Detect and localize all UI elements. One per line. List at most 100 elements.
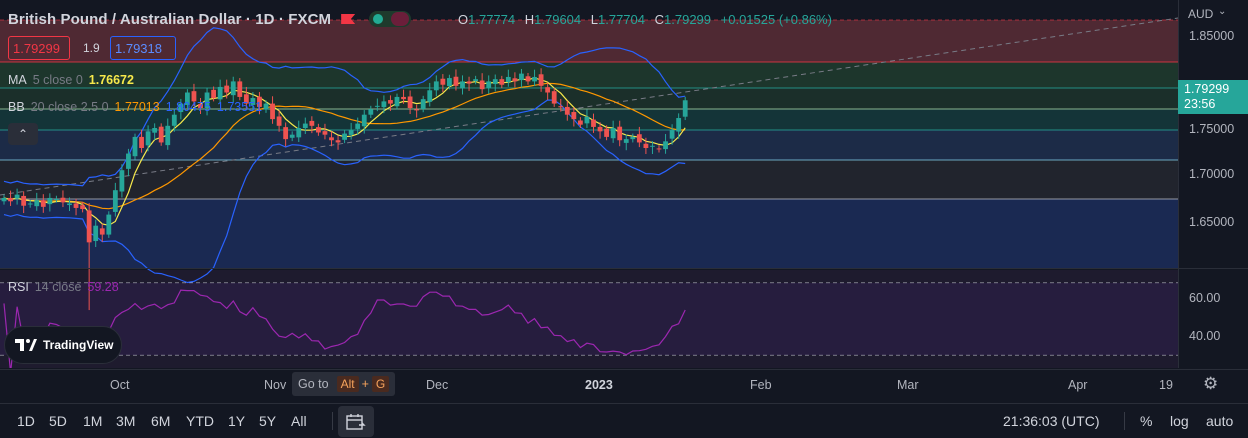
range-button-6m[interactable]: 6M [151,413,171,429]
candle-body [335,140,341,143]
time-tick-label: Dec [426,378,449,392]
auto-scale-toggle[interactable]: auto [1206,413,1234,429]
currency-label[interactable]: AUD [1188,7,1214,21]
price-axis[interactable] [1178,0,1248,368]
bid-price-box[interactable]: 1.79299 [8,36,70,60]
ask-price: 1.79318 [115,40,162,56]
candle-body [178,103,184,113]
percent-scale-toggle[interactable]: % [1140,413,1153,429]
market-status-toggle[interactable] [369,11,412,27]
candle-body [296,128,302,138]
price-chart-svg[interactable] [0,0,1178,368]
pane-divider[interactable] [0,268,1248,269]
candle-body [591,119,596,127]
candle-body [630,136,636,140]
range-button-ytd[interactable]: YTD [186,413,214,429]
candle-body [316,127,321,133]
tradingview-logo[interactable]: TradingView [4,326,122,364]
go-to-label: Go to [298,377,329,391]
ohlc-close: 1.79299 [664,12,712,27]
candle-body [545,87,551,93]
range-button-3m[interactable]: 3M [116,413,136,429]
range-button-5y[interactable]: 5Y [259,413,277,429]
candle-body [564,106,570,115]
candle-body [656,148,662,150]
candle-body [610,128,616,139]
candle-body [348,130,354,135]
time-axis[interactable]: Oct Nov Dec 2023 Feb Mar Apr 19 [0,369,1248,398]
range-button-1m[interactable]: 1M [83,413,103,429]
price-zone-band [0,62,1178,88]
candle-body [342,133,347,140]
candle-body [407,96,413,109]
candle-body [374,105,380,107]
candle-body [597,126,603,132]
range-button-all[interactable]: All [291,413,307,429]
candle-body [427,90,433,102]
candle-body [617,126,623,141]
candle-body [27,203,33,205]
range-button-5d[interactable]: 5D [49,413,67,429]
chevron-down-icon[interactable]: ⌄ [1218,6,1227,17]
symbol-title[interactable]: British Pound / Australian Dollar · 1D ·… [8,10,332,28]
candle-body [492,79,498,85]
candle-body [669,130,675,139]
flag-icon[interactable] [341,14,356,24]
candle-body [230,81,236,96]
candle-body [401,96,406,100]
candle-body [86,210,92,243]
candle-body [139,136,144,148]
candle-body [479,80,485,90]
range-button-1y[interactable]: 1Y [228,413,246,429]
rsi-tick-label: 60.00 [1189,291,1221,305]
candle-body [211,89,216,99]
ask-price-box[interactable]: 1.79318 [110,36,176,60]
candle-body [604,128,609,137]
candle-body [158,126,164,143]
collapse-legend-button[interactable]: ⌃ [8,123,38,145]
candle-body [106,214,112,235]
go-to-date-hint[interactable]: Go to Alt + G [292,372,396,396]
candle-body [289,134,295,138]
chart-pane[interactable] [0,0,1178,368]
status-pill-icon [391,12,410,26]
rsi-value: 59.28 [87,280,119,294]
candle-body [93,225,99,242]
status-dot-icon [373,14,384,24]
tradingview-text: TradingView [43,338,114,352]
candle-body [34,200,40,207]
ma-value: 1.76672 [88,73,134,87]
candle-body [368,109,374,115]
candle-body [47,197,53,205]
candle-body [302,123,308,129]
time-tick-label: Mar [897,378,919,392]
ohlc-change: +0.01525 (+0.86%) [720,12,832,27]
candle-body [414,109,420,111]
candle-body [440,78,446,85]
bb-legend[interactable]: BB 20 close 2.5 0 1.77013 1.80475 1.7355… [8,100,262,114]
candle-body [584,116,590,124]
symbol-header: British Pound / Australian Dollar · 1D ·… [8,9,412,29]
candle-body [643,143,649,148]
utc-clock[interactable]: 21:36:03 (UTC) [1003,413,1100,429]
log-scale-toggle[interactable]: log [1170,413,1189,429]
ohlc-open: 1.77774 [468,12,516,27]
time-tick-label: 2023 [585,378,613,392]
price-zone-band [0,130,1178,160]
bb-name: BB [8,100,25,114]
candle-body [623,139,629,143]
candle-body [538,74,544,86]
candle-body [80,205,85,210]
rsi-legend[interactable]: RSI 14 close 59.28 [8,280,119,294]
candle-body [60,197,66,203]
candle-body [512,78,518,82]
candle-body [519,73,524,81]
ma-legend[interactable]: MA 5 close 0 1.76672 [8,73,134,87]
gear-icon[interactable]: ⚙ [1203,374,1219,393]
range-button-1d[interactable]: 1D [17,413,35,429]
candle-body [558,106,564,108]
candle-body [532,76,537,82]
go-to-date-button[interactable] [338,406,374,437]
ma-name: MA [8,73,27,87]
candle-body [237,81,243,97]
